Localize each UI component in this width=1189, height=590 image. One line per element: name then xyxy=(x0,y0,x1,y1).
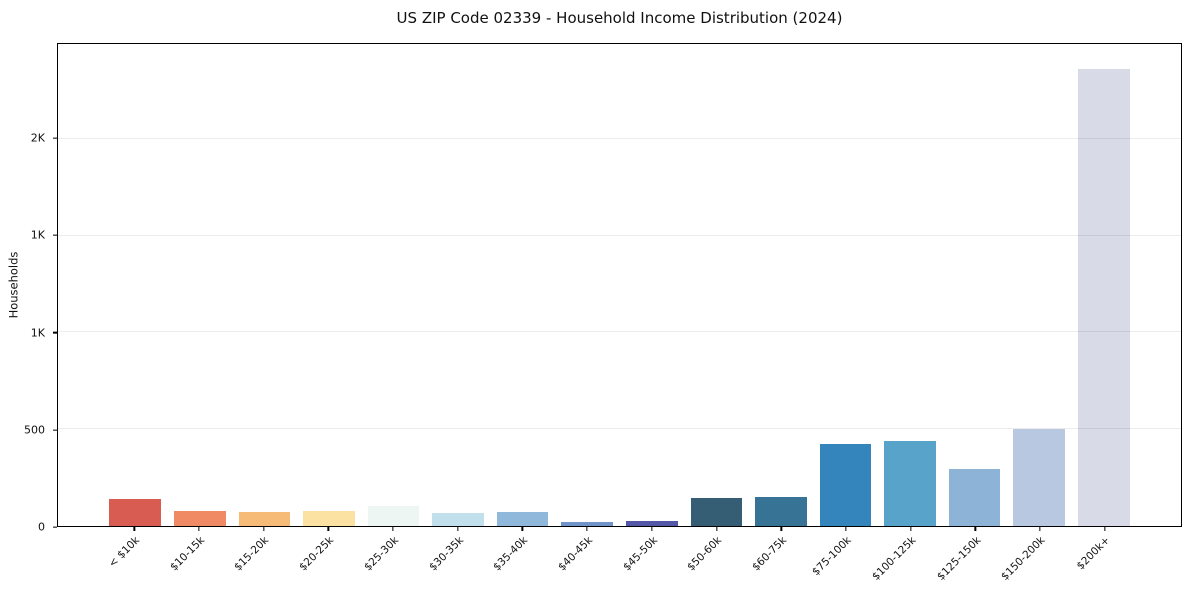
bar-$75-100k xyxy=(819,444,872,526)
x-tick-mark xyxy=(392,527,394,531)
bar-slot xyxy=(1007,44,1072,526)
bar-$15-20k xyxy=(238,512,291,526)
x-tick-mark xyxy=(780,527,782,531)
y-tick-mark xyxy=(53,526,57,528)
bar-slot xyxy=(942,44,1007,526)
x-axis: < $10k $10-15k $15-20k $20-25k $25-30k $30-35… xyxy=(102,527,1137,589)
x-tick-mark xyxy=(909,527,912,531)
x-tick-mark xyxy=(327,527,330,531)
x-tick-mark xyxy=(263,527,265,531)
bar-slot xyxy=(168,44,233,526)
bar-$10-15k xyxy=(174,511,226,526)
x-tick-label: $10-15k xyxy=(167,534,207,574)
y-tick-mark xyxy=(53,331,57,334)
chart-title: US ZIP Code 02339 - Household Income Dis… xyxy=(396,9,843,27)
x-tick-label: $15-20k xyxy=(232,534,272,574)
bar-slot xyxy=(103,44,168,526)
bar-slot xyxy=(555,44,620,526)
bar-slot xyxy=(361,44,426,526)
x-tick-label: $40-45k xyxy=(555,534,595,574)
y-tick-label: 1K xyxy=(30,326,45,340)
x-tick-mark xyxy=(1104,527,1106,531)
bar-$30-35k xyxy=(432,512,484,526)
x-tick-label: $200k+ xyxy=(1074,534,1113,573)
x-tick-mark xyxy=(1039,527,1041,531)
y-tick-mark xyxy=(53,429,57,431)
x-tick-label: $125-150k xyxy=(934,534,984,583)
y-tick-label: 1K xyxy=(30,228,45,242)
bar-$40-45k xyxy=(561,522,614,526)
bar-slot xyxy=(813,44,878,526)
y-tick-label: 500 xyxy=(24,423,45,437)
x-tick-label: $75-100k xyxy=(809,534,854,579)
bar-slot xyxy=(490,44,555,526)
x-tick-label: $60-75k xyxy=(749,534,789,574)
bar-$20-25k xyxy=(303,511,355,526)
bar-$35-40k xyxy=(496,512,549,526)
y-tick-mark xyxy=(53,234,57,237)
y-axis: 0 500 1K 1K 2K xyxy=(0,43,57,533)
x-tick-mark xyxy=(457,527,459,531)
bar-slot xyxy=(426,44,491,526)
bar-< $10k xyxy=(109,498,162,526)
x-tick-mark xyxy=(715,527,718,531)
bar-$200k+ xyxy=(1077,69,1130,526)
bar-slot xyxy=(1071,44,1136,526)
x-tick-mark xyxy=(974,527,976,531)
bar-slot xyxy=(297,44,362,526)
x-tick-mark xyxy=(198,527,200,531)
x-tick-mark xyxy=(845,527,847,531)
x-tick-label: $150-200k xyxy=(999,534,1048,583)
x-tick-label: $50-60k xyxy=(685,534,725,574)
x-tick-label: $25-30k xyxy=(361,534,401,574)
x-tick-label: < $10k xyxy=(106,534,143,570)
bar-$125-150k xyxy=(948,469,1001,526)
bar-slot xyxy=(232,44,297,526)
y-tick-label: 0 xyxy=(38,520,45,534)
bar-$150-200k xyxy=(1013,429,1065,526)
x-tick-mark xyxy=(586,527,588,531)
y-tick-mark xyxy=(53,137,57,139)
bar-$100-125k xyxy=(884,440,936,526)
x-tick-label: $100-125k xyxy=(869,534,919,583)
bar-slot xyxy=(749,44,814,526)
bar-slot xyxy=(878,44,943,526)
x-tick-label: $35-40k xyxy=(491,534,531,574)
bar-slot xyxy=(620,44,685,526)
x-tick-mark xyxy=(521,527,524,531)
bar-slot xyxy=(684,44,749,526)
bar-$60-75k xyxy=(755,496,807,526)
bar-$50-60k xyxy=(690,497,743,526)
bar-$45-50k xyxy=(625,520,678,526)
bar-$25-30k xyxy=(367,506,420,526)
x-tick-label: $45-50k xyxy=(620,534,660,574)
x-tick-mark xyxy=(651,527,653,531)
bars-row xyxy=(103,44,1136,526)
x-tick-mark xyxy=(133,527,135,531)
x-tick-label: $30-35k xyxy=(426,534,466,574)
x-tick-label: $20-25k xyxy=(297,534,337,574)
y-tick-label: 2K xyxy=(30,131,45,145)
plot-area xyxy=(57,43,1182,527)
